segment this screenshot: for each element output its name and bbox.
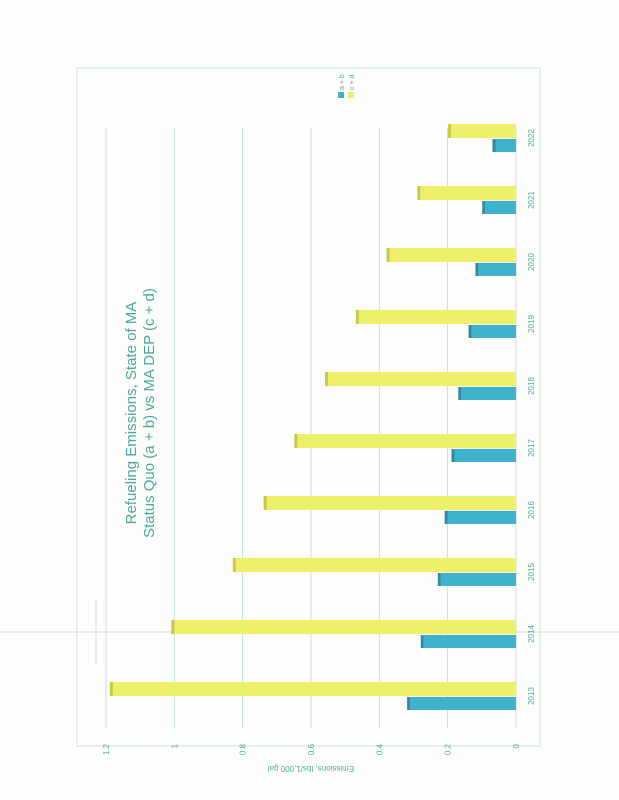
bar-c-plus-d [358,310,517,324]
y-tick-label: 0.6 [307,743,316,755]
x-tick-label: 2019 [527,315,536,333]
bar-c-plus-d-cap [109,682,113,696]
bar-a-plus-b [454,449,516,462]
bar-a-plus-b [495,139,516,152]
bar-a-plus-b-cap [475,263,479,276]
bar-a-plus-b [410,697,517,710]
bar-a-plus-b [471,325,517,338]
bar-a-plus-b-cap [492,139,496,152]
bar-c-plus-d [420,186,517,200]
bar-c-plus-d [389,248,517,262]
bar-a-plus-b-cap [482,201,486,214]
chart-subtitle: Status Quo (a + b) vs MA DEP (c + d) [141,288,158,538]
bar-a-plus-b-cap [468,325,472,338]
bar-c-plus-d-cap [263,496,267,510]
ticks-layer: 0 0.2 0.4 0.6 0.8 1 1.2 2013 2014 2015 2016 2017 201… [102,129,536,756]
legend-label: a + b [339,74,346,90]
bar-c-plus-d-cap [232,558,236,572]
bar-c-plus-d [328,372,516,386]
bar-c-plus-d [297,434,516,448]
x-tick-label: 2015 [527,563,536,581]
bar-a-plus-b [423,635,516,648]
bar-c-plus-d-cap [448,124,452,138]
bar-c-plus-d [451,124,517,138]
bar-a-plus-b [478,263,516,276]
y-tick-label: 0.2 [444,743,453,755]
bar-c-plus-d-cap [294,434,298,448]
legend-label: c + d [349,75,356,90]
bar-a-plus-b-cap [420,635,424,648]
bar-c-plus-d [235,558,516,572]
y-tick-label: 0.8 [239,743,248,755]
x-tick-label: 2022 [527,129,536,147]
legend-swatch [348,92,354,98]
bar-a-plus-b [440,573,517,586]
bar-c-plus-d-cap [386,248,390,262]
bar-c-plus-d [112,682,516,696]
y-tick-label: 1 [170,743,179,748]
x-tick-label: 2014 [527,625,536,643]
bar-a-plus-b-cap [458,387,462,400]
chart-frame [76,67,541,747]
y-axis-title: Emissions, lbs/1,000 gal [268,764,354,773]
bar-c-plus-d-cap [355,310,359,324]
bars-layer [109,124,517,710]
x-tick-label: 2018 [527,377,536,395]
chart-title: Refueling Emissions, State of MA [123,302,140,525]
x-tick-label: 2013 [527,687,536,705]
bar-c-plus-d [266,496,516,510]
bar-a-plus-b-cap [437,573,441,586]
bar-a-plus-b-cap [444,511,448,524]
bar-c-plus-d-cap [171,620,175,634]
bar-a-plus-b [485,201,516,214]
chart-plot-group: 0 0.2 0.4 0.6 0.8 1 1.2 2013 2014 2015 2016 2017 201… [102,74,536,773]
bar-a-plus-b-cap [451,449,455,462]
x-tick-label: 2016 [527,501,536,519]
x-tick-label: 2021 [527,191,536,209]
x-tick-label: 2020 [527,253,536,271]
y-tick-label: 0.4 [375,743,384,755]
legend-swatch [338,92,344,98]
bar-a-plus-b [461,387,517,400]
bar-c-plus-d-cap [325,372,329,386]
bar-c-plus-d [174,620,516,634]
bar-a-plus-b-cap [407,697,411,710]
bar-c-plus-d-cap [417,186,421,200]
x-tick-label: 2017 [527,439,536,457]
y-tick-label: 1.2 [102,743,111,755]
bar-a-plus-b [447,511,516,524]
y-tick-label: 0 [512,743,521,748]
